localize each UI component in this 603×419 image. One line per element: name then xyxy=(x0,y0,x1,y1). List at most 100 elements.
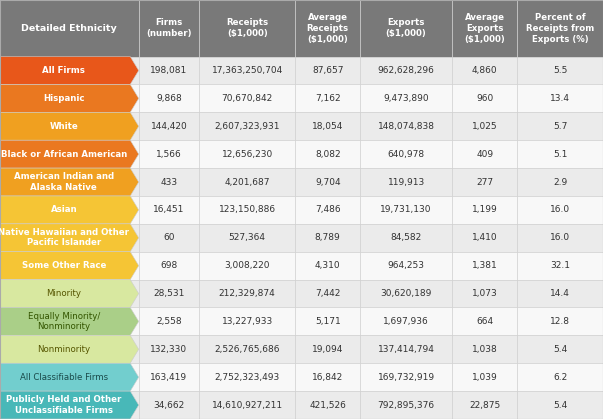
Text: White: White xyxy=(49,122,78,131)
Text: Receipts
($1,000): Receipts ($1,000) xyxy=(226,18,268,38)
Text: 1,025: 1,025 xyxy=(472,122,497,131)
Text: 16.0: 16.0 xyxy=(550,205,570,215)
Bar xyxy=(199,196,295,224)
Bar xyxy=(295,140,360,168)
Text: 9,704: 9,704 xyxy=(315,178,341,186)
Text: 5,171: 5,171 xyxy=(315,317,341,326)
Text: 1,199: 1,199 xyxy=(472,205,497,215)
Text: 3,008,220: 3,008,220 xyxy=(224,261,270,270)
Text: 960: 960 xyxy=(476,94,493,103)
Text: All Classifiable Firms: All Classifiable Firms xyxy=(20,372,108,382)
Text: 792,895,376: 792,895,376 xyxy=(377,401,435,409)
Bar xyxy=(295,112,360,140)
Bar xyxy=(452,363,517,391)
Bar xyxy=(517,279,603,308)
Polygon shape xyxy=(0,57,139,85)
Bar xyxy=(360,168,452,196)
Bar xyxy=(452,85,517,112)
Bar xyxy=(139,391,199,419)
Text: 421,526: 421,526 xyxy=(309,401,346,409)
Bar xyxy=(452,335,517,363)
Polygon shape xyxy=(0,279,139,308)
Bar xyxy=(295,0,360,57)
Bar xyxy=(199,112,295,140)
Bar xyxy=(0,335,139,363)
Bar xyxy=(0,196,139,224)
Bar xyxy=(139,168,199,196)
Bar xyxy=(0,0,139,57)
Bar xyxy=(360,0,452,57)
Bar xyxy=(139,140,199,168)
Text: Percent of
Receipts from
Exports (%): Percent of Receipts from Exports (%) xyxy=(526,13,595,44)
Bar xyxy=(360,252,452,279)
Bar xyxy=(295,308,360,335)
Text: 698: 698 xyxy=(160,261,177,270)
Text: 17,363,250,704: 17,363,250,704 xyxy=(212,66,283,75)
Bar xyxy=(139,0,199,57)
Bar xyxy=(139,112,199,140)
Bar xyxy=(199,391,295,419)
Bar xyxy=(199,85,295,112)
Text: 1,381: 1,381 xyxy=(472,261,497,270)
Text: 409: 409 xyxy=(476,150,493,159)
Text: 962,628,296: 962,628,296 xyxy=(377,66,435,75)
Bar xyxy=(517,196,603,224)
Bar xyxy=(139,308,199,335)
Text: 87,657: 87,657 xyxy=(312,66,344,75)
Bar xyxy=(199,363,295,391)
Text: 16.0: 16.0 xyxy=(550,233,570,242)
Bar xyxy=(295,85,360,112)
Bar xyxy=(295,252,360,279)
Text: 6.2: 6.2 xyxy=(553,372,567,382)
Text: 4,860: 4,860 xyxy=(472,66,497,75)
Bar xyxy=(0,85,139,112)
Text: 964,253: 964,253 xyxy=(388,261,425,270)
Text: 1,073: 1,073 xyxy=(472,289,497,298)
Text: 30,620,189: 30,620,189 xyxy=(380,289,432,298)
Bar xyxy=(517,252,603,279)
Bar xyxy=(360,391,452,419)
Bar xyxy=(452,57,517,85)
Polygon shape xyxy=(0,224,139,252)
Text: 14.4: 14.4 xyxy=(551,289,570,298)
Text: 4,310: 4,310 xyxy=(315,261,341,270)
Bar xyxy=(360,112,452,140)
Text: 8,789: 8,789 xyxy=(315,233,341,242)
Text: 9,473,890: 9,473,890 xyxy=(384,94,429,103)
Text: 1,697,936: 1,697,936 xyxy=(384,317,429,326)
Polygon shape xyxy=(0,85,139,112)
Text: 163,419: 163,419 xyxy=(150,372,188,382)
Text: 5.4: 5.4 xyxy=(553,401,567,409)
Text: 12,656,230: 12,656,230 xyxy=(222,150,273,159)
Bar xyxy=(139,224,199,252)
Text: 664: 664 xyxy=(476,317,493,326)
Bar xyxy=(199,252,295,279)
Bar xyxy=(199,168,295,196)
Text: Average
Exports
($1,000): Average Exports ($1,000) xyxy=(464,13,505,44)
Text: 5.1: 5.1 xyxy=(553,150,567,159)
Text: 9,868: 9,868 xyxy=(156,94,182,103)
Text: Hispanic: Hispanic xyxy=(43,94,84,103)
Bar xyxy=(295,279,360,308)
Text: 19,094: 19,094 xyxy=(312,345,344,354)
Text: Publicly Held and Other
Unclassifiable Firms: Publicly Held and Other Unclassifiable F… xyxy=(6,396,121,415)
Text: Native Hawaiian and Other
Pacific Islander: Native Hawaiian and Other Pacific Island… xyxy=(0,228,129,248)
Text: Firms
(number): Firms (number) xyxy=(146,18,192,38)
Bar xyxy=(517,363,603,391)
Text: 5.5: 5.5 xyxy=(553,66,567,75)
Bar xyxy=(139,196,199,224)
Bar xyxy=(360,363,452,391)
Text: 2,752,323,493: 2,752,323,493 xyxy=(215,372,280,382)
Text: 34,662: 34,662 xyxy=(153,401,185,409)
Text: Equally Minority/
Nonminority: Equally Minority/ Nonminority xyxy=(28,312,100,331)
Bar xyxy=(0,224,139,252)
Bar xyxy=(360,57,452,85)
Bar xyxy=(452,279,517,308)
Bar xyxy=(0,308,139,335)
Text: 32.1: 32.1 xyxy=(550,261,570,270)
Text: 5.4: 5.4 xyxy=(553,345,567,354)
Bar xyxy=(360,224,452,252)
Bar xyxy=(360,308,452,335)
Bar xyxy=(360,196,452,224)
Bar xyxy=(295,57,360,85)
